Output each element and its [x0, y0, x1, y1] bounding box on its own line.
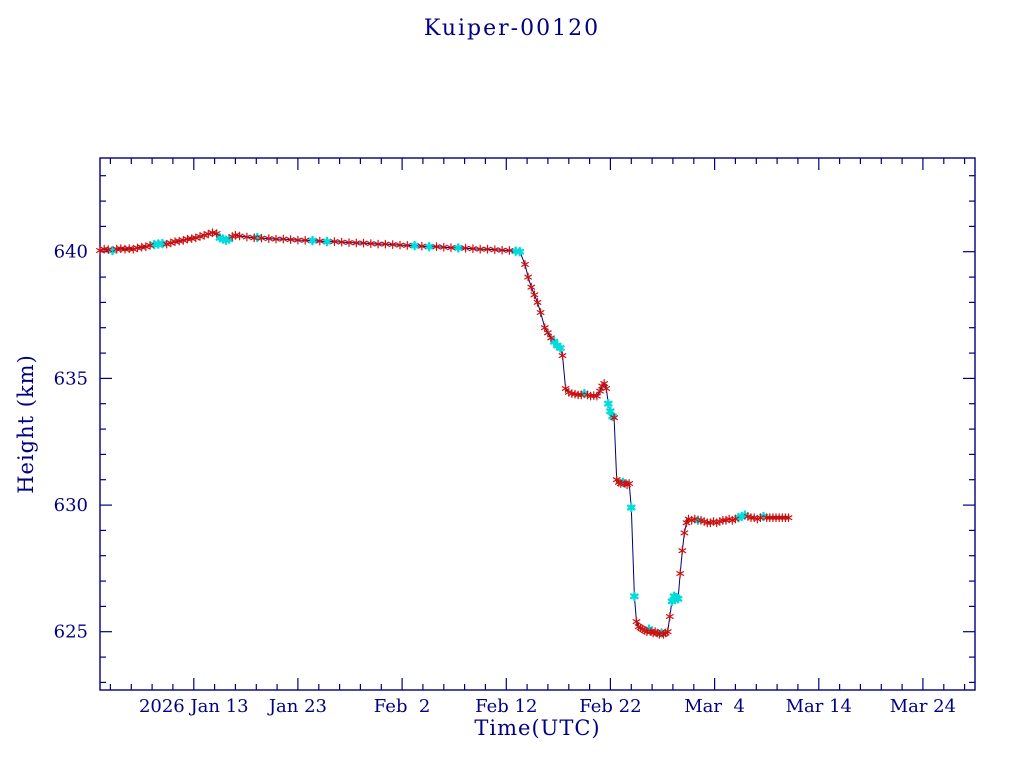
svg-text:Mar 24: Mar 24: [890, 696, 956, 717]
svg-text:Mar 4: Mar 4: [684, 696, 745, 717]
svg-text:635: 635: [54, 368, 88, 389]
svg-text:Feb 12: Feb 12: [475, 696, 537, 717]
svg-text:Jan 23: Jan 23: [267, 696, 327, 717]
svg-text:Mar 14: Mar 14: [786, 696, 852, 717]
chart-title: Kuiper-00120: [423, 16, 601, 41]
x-axis-label: Time(UTC): [474, 716, 601, 740]
svg-text:2026 Jan 13: 2026 Jan 13: [139, 696, 249, 717]
svg-text:Feb 22: Feb 22: [579, 696, 641, 717]
svg-text:Feb 2: Feb 2: [374, 696, 431, 717]
svg-text:630: 630: [54, 495, 88, 516]
svg-text:625: 625: [54, 622, 88, 643]
svg-text:640: 640: [54, 242, 88, 263]
